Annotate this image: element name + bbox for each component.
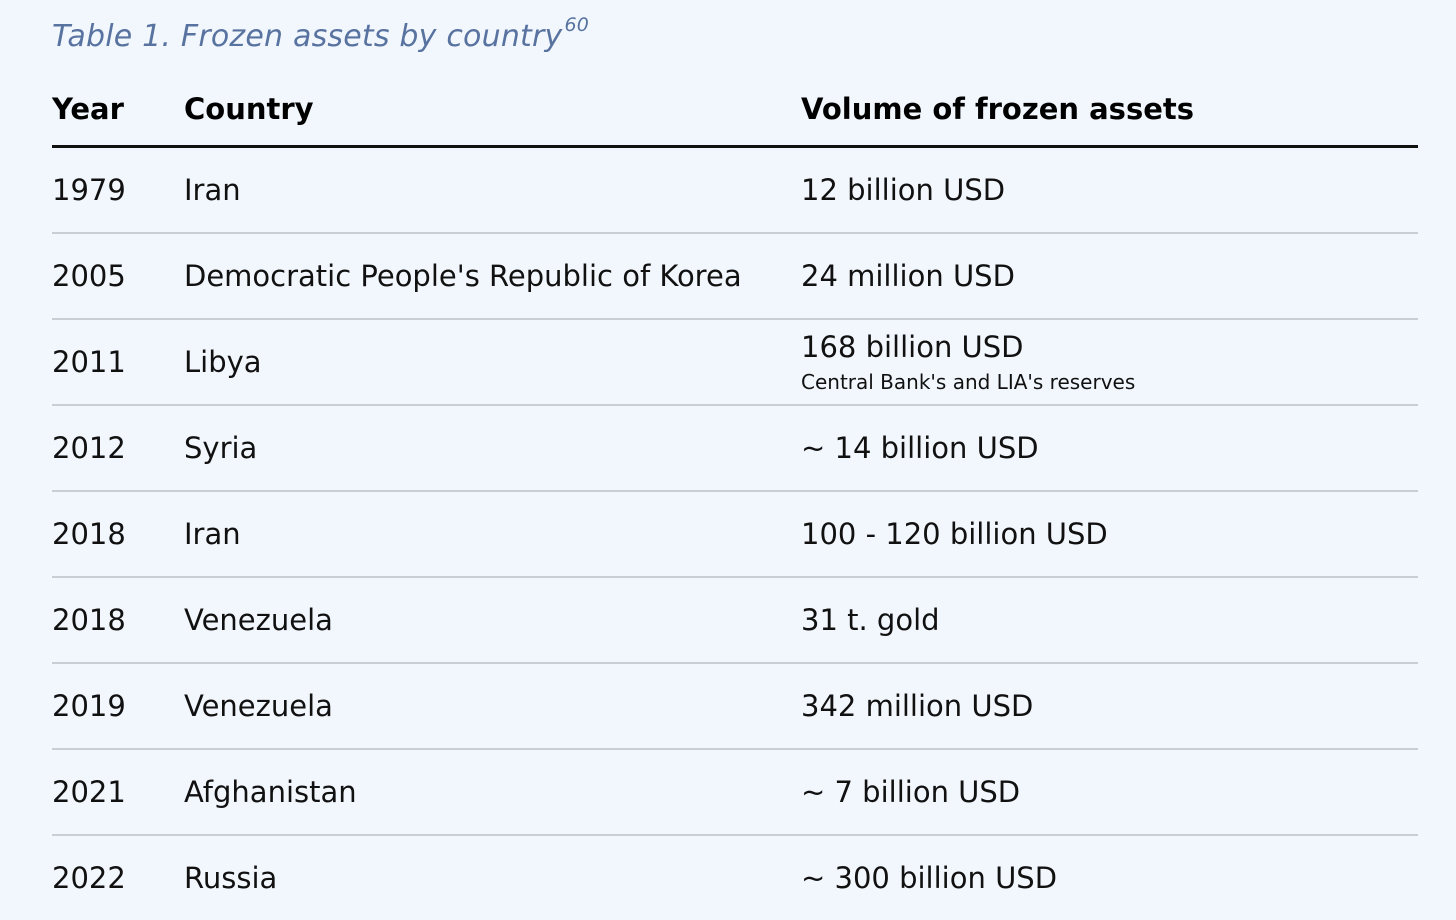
volume-value: 31 t. gold (801, 603, 940, 637)
volume-value: ~ 7 billion USD (801, 775, 1021, 809)
header-year: Year (52, 92, 124, 126)
volume-cell: 24 million USD (801, 234, 1015, 318)
volume-value: 168 billion USD (801, 330, 1024, 364)
country-cell: Iran (184, 517, 241, 551)
year-cell: 2012 (52, 431, 126, 465)
country-cell: Libya (184, 345, 262, 379)
volume-value: ~ 14 billion USD (801, 431, 1039, 465)
country-cell: Russia (184, 861, 278, 895)
table-row: 2005 Democratic People's Republic of Kor… (52, 234, 1418, 320)
volume-cell: 342 million USD (801, 664, 1033, 748)
country-cell: Venezuela (184, 603, 333, 637)
country-cell: Afghanistan (184, 775, 357, 809)
year-cell: 2011 (52, 345, 126, 379)
volume-value: 100 - 120 billion USD (801, 517, 1108, 551)
frozen-assets-table: Year Country Volume of frozen assets 197… (52, 88, 1418, 920)
country-cell: Venezuela (184, 689, 333, 723)
table-row: 2018 Iran 100 - 120 billion USD (52, 492, 1418, 578)
table-row: 2012 Syria ~ 14 billion USD (52, 406, 1418, 492)
year-cell: 2005 (52, 259, 126, 293)
header-volume: Volume of frozen assets (801, 92, 1195, 126)
table-row: 2019 Venezuela 342 million USD (52, 664, 1418, 750)
year-cell: 2019 (52, 689, 126, 723)
volume-value: ~ 300 billion USD (801, 861, 1058, 895)
volume-cell: 168 billion USD Central Bank's and LIA's… (801, 320, 1135, 404)
volume-cell: ~ 14 billion USD (801, 406, 1039, 490)
volume-cell: 12 billion USD (801, 148, 1005, 232)
table-caption: Table 1. Frozen assets by country 60 (52, 14, 589, 54)
year-cell: 2021 (52, 775, 126, 809)
volume-cell: 100 - 120 billion USD (801, 492, 1108, 576)
volume-value: 12 billion USD (801, 173, 1006, 207)
volume-cell: ~ 7 billion USD (801, 750, 1020, 834)
table-row: 2022 Russia ~ 300 billion USD (52, 836, 1418, 920)
header-country: Country (184, 92, 314, 126)
table-row: 2021 Afghanistan ~ 7 billion USD (52, 750, 1418, 836)
table-row: 1979 Iran 12 billion USD (52, 148, 1418, 234)
year-cell: 1979 (52, 173, 126, 207)
year-cell: 2022 (52, 861, 126, 895)
volume-note: Central Bank's and LIA's reserves (801, 370, 1136, 394)
country-cell: Iran (184, 173, 241, 207)
caption-text: Table 1. Frozen assets by country (52, 19, 563, 54)
volume-value: 342 million USD (801, 689, 1034, 723)
footnote-marker[interactable]: 60 (564, 14, 590, 36)
year-cell: 2018 (52, 517, 126, 551)
table-row: 2018 Venezuela 31 t. gold (52, 578, 1418, 664)
table-header-row: Year Country Volume of frozen assets (52, 88, 1418, 148)
year-cell: 2018 (52, 603, 126, 637)
table-row: 2011 Libya 168 billion USD Central Bank'… (52, 320, 1418, 406)
volume-cell: ~ 300 billion USD (801, 836, 1057, 920)
volume-cell: 31 t. gold (801, 578, 940, 662)
country-cell: Syria (184, 431, 258, 465)
country-cell: Democratic People's Republic of Korea (184, 259, 742, 293)
volume-value: 24 million USD (801, 259, 1015, 293)
